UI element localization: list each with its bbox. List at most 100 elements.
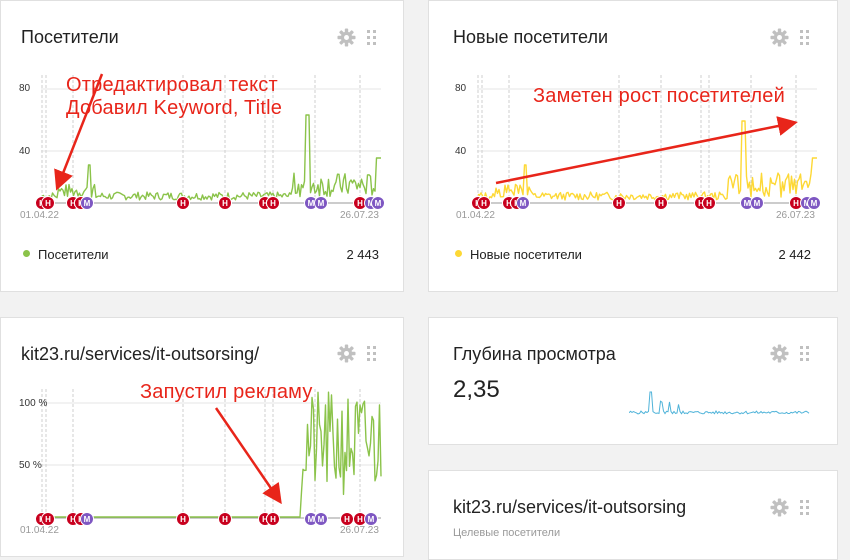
widget-subtitle: Целевые посетители xyxy=(453,527,561,539)
gear-icon[interactable] xyxy=(770,344,789,363)
meta-marker-icon[interactable]: М xyxy=(516,196,530,210)
annotation-line: Добавил Keyword, Title xyxy=(66,97,283,119)
svg-text:Н: Н xyxy=(180,515,186,524)
annotation-arrow-1 xyxy=(54,73,104,191)
x-start-label: 01.04.22 xyxy=(456,210,495,221)
note-marker-icon[interactable]: Н xyxy=(176,512,190,526)
y-tick: 100 % xyxy=(19,398,47,409)
svg-text:Н: Н xyxy=(506,199,512,208)
annotation-line: Отредактировал текст xyxy=(66,74,278,96)
drag-handle-icon[interactable] xyxy=(800,346,810,362)
svg-text:М: М xyxy=(84,515,91,524)
note-marker-icon[interactable]: Н xyxy=(612,196,626,210)
note-marker-icon[interactable]: Н xyxy=(654,196,668,210)
svg-text:Н: Н xyxy=(222,515,228,524)
svg-text:Н: Н xyxy=(180,199,186,208)
meta-marker-icon[interactable]: М xyxy=(314,512,328,526)
new-visitors-total: 2 442 xyxy=(778,247,811,262)
svg-text:М: М xyxy=(318,199,325,208)
gear-icon[interactable] xyxy=(337,28,356,47)
svg-text:Н: Н xyxy=(262,199,268,208)
page-series-line xyxy=(42,391,382,518)
new-visitors-widget: Новые посетители 80 40 ННННМННННММНММ 01… xyxy=(428,0,838,292)
new-visitors-chart: 80 40 ННННМННННММНММ 01.04.22 26.07.23 xyxy=(455,75,821,221)
svg-text:Н: Н xyxy=(698,199,704,208)
y-tick: 80 xyxy=(19,83,31,94)
note-marker-icon[interactable]: Н xyxy=(340,512,354,526)
svg-text:Н: Н xyxy=(344,515,350,524)
note-marker-icon[interactable]: Н xyxy=(789,196,803,210)
note-marker-icon[interactable]: Н xyxy=(41,196,55,210)
meta-marker-icon[interactable]: М xyxy=(314,196,328,210)
legend-new-visitors[interactable]: Новые посетители xyxy=(455,247,582,262)
event-markers[interactable]: ННННМННННММНММ xyxy=(471,196,821,210)
meta-marker-icon[interactable]: М xyxy=(807,196,821,210)
note-marker-icon[interactable]: Н xyxy=(477,196,491,210)
svg-text:Н: Н xyxy=(222,199,228,208)
widget-title: Новые посетители xyxy=(453,27,609,47)
svg-text:Н: Н xyxy=(658,199,664,208)
svg-text:Н: Н xyxy=(357,199,363,208)
legend-dot xyxy=(23,250,30,258)
annotation-arrow-3 xyxy=(214,407,282,505)
svg-text:М: М xyxy=(308,515,315,524)
svg-text:М: М xyxy=(811,199,818,208)
svg-text:Н: Н xyxy=(270,199,276,208)
drag-handle-icon[interactable] xyxy=(367,346,377,362)
note-marker-icon[interactable]: Н xyxy=(702,196,716,210)
page-widget: kit23.ru/services/it-outsorsing/ 100 % 5… xyxy=(0,317,404,557)
svg-text:М: М xyxy=(308,199,315,208)
x-start-label: 01.04.22 xyxy=(20,525,59,536)
svg-text:Н: Н xyxy=(706,199,712,208)
x-end-label: 26.07.23 xyxy=(340,525,379,536)
legend-dot xyxy=(455,250,462,258)
svg-text:М: М xyxy=(368,515,375,524)
meta-marker-icon[interactable]: М xyxy=(304,512,318,526)
svg-text:Н: Н xyxy=(270,515,276,524)
drag-handle-icon[interactable] xyxy=(800,500,810,516)
gear-icon[interactable] xyxy=(770,28,789,47)
meta-marker-icon[interactable]: М xyxy=(750,196,764,210)
annotation-arrow-2 xyxy=(495,116,798,185)
note-marker-icon[interactable]: Н xyxy=(218,512,232,526)
svg-text:Н: Н xyxy=(793,199,799,208)
svg-text:М: М xyxy=(754,199,761,208)
drag-handle-icon[interactable] xyxy=(800,30,810,46)
page-chart: 100 % 50 % ННННМННННММННМ 01.04.22 26.07… xyxy=(19,389,382,536)
y-tick: 40 xyxy=(455,146,467,157)
meta-marker-icon[interactable]: М xyxy=(80,196,94,210)
y-tick: 50 % xyxy=(19,460,42,471)
meta-marker-icon[interactable]: М xyxy=(371,196,385,210)
gear-icon[interactable] xyxy=(770,498,789,517)
note-marker-icon[interactable]: Н xyxy=(266,512,280,526)
svg-text:М: М xyxy=(318,515,325,524)
legend-visitors[interactable]: Посетители xyxy=(23,247,109,262)
goal-widget: kit23.ru/services/it-outsorsing Целевые … xyxy=(428,470,838,560)
visitors-series-line xyxy=(41,114,381,201)
annotation-ads-launched: Запустил рекламу xyxy=(140,381,313,403)
note-marker-icon[interactable]: Н xyxy=(41,512,55,526)
legend-label: Посетители xyxy=(38,247,109,262)
meta-marker-icon[interactable]: М xyxy=(80,512,94,526)
svg-text:М: М xyxy=(84,199,91,208)
x-end-label: 26.07.23 xyxy=(340,210,379,221)
svg-text:Н: Н xyxy=(45,515,51,524)
meta-marker-icon[interactable]: М xyxy=(364,512,378,526)
drag-handle-icon[interactable] xyxy=(367,30,377,46)
svg-text:Н: Н xyxy=(262,515,268,524)
event-markers[interactable]: ННННМННННММНММ xyxy=(35,196,385,210)
depth-widget: Глубина просмотра 2,35 xyxy=(428,317,838,445)
note-marker-icon[interactable]: Н xyxy=(176,196,190,210)
depth-sparkline-line xyxy=(629,391,810,415)
event-markers[interactable]: ННННМННННММННМ xyxy=(35,512,378,526)
svg-text:Н: Н xyxy=(70,199,76,208)
widget-title: kit23.ru/services/it-outsorsing xyxy=(453,497,687,517)
visitors-widget: Посетители 80 40 ННННМННННММНММ 01.04.22… xyxy=(0,0,404,292)
svg-text:М: М xyxy=(375,199,382,208)
depth-sparkline xyxy=(629,391,810,415)
visitors-chart: 80 40 ННННМННННММНММ 01.04.22 26.07.23 xyxy=(19,75,385,221)
svg-text:М: М xyxy=(520,199,527,208)
gear-icon[interactable] xyxy=(337,344,356,363)
note-marker-icon[interactable]: Н xyxy=(266,196,280,210)
note-marker-icon[interactable]: Н xyxy=(218,196,232,210)
